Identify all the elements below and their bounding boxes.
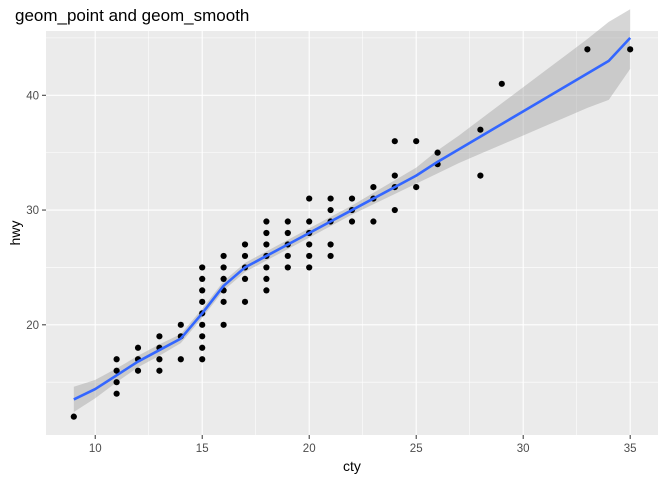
data-point [199, 356, 206, 363]
data-point [263, 218, 270, 225]
data-point [263, 275, 270, 283]
y-tick-label: 40 [26, 90, 39, 102]
data-point [134, 344, 142, 351]
data-point [156, 356, 163, 363]
y-tick-label: 20 [26, 320, 39, 332]
y-tick-label: 30 [26, 205, 39, 217]
data-point [220, 321, 227, 328]
data-point [113, 390, 120, 397]
data-point [199, 275, 206, 283]
data-point [370, 183, 377, 191]
data-point [177, 321, 184, 328]
x-tick-label: 35 [624, 443, 637, 455]
data-point [241, 275, 249, 283]
data-point [263, 241, 270, 248]
points-layer [70, 46, 634, 420]
chart-title: geom_point and geom_smooth [15, 6, 249, 25]
data-point [263, 229, 270, 237]
data-point [220, 275, 227, 283]
data-point [327, 252, 334, 260]
data-point [327, 206, 334, 214]
x-tick-label: 15 [196, 443, 209, 455]
data-point [306, 218, 313, 225]
data-point [327, 241, 334, 248]
data-point [284, 252, 291, 260]
data-point [156, 367, 163, 374]
data-point [584, 46, 591, 53]
data-point [391, 138, 398, 145]
data-point [413, 183, 420, 191]
data-point [391, 172, 398, 179]
minor-grid [46, 31, 658, 435]
data-point [263, 287, 270, 294]
x-axis: 10 15 20 25 30 35 [89, 435, 637, 455]
data-point [284, 218, 291, 225]
data-point [413, 138, 420, 145]
data-point [627, 46, 634, 53]
data-point [284, 229, 291, 237]
data-point [241, 241, 249, 248]
data-point [220, 252, 227, 260]
data-point [306, 264, 313, 271]
x-tick-label: 20 [303, 443, 316, 455]
data-point [327, 195, 334, 202]
data-point [113, 356, 120, 363]
data-point [391, 206, 398, 214]
data-point [199, 298, 206, 305]
data-point [199, 333, 206, 340]
x-tick-label: 25 [410, 443, 423, 455]
data-point [70, 413, 77, 420]
data-point [477, 126, 484, 133]
x-axis-label: cty [343, 458, 361, 474]
major-grid [46, 31, 658, 435]
data-point [199, 321, 206, 328]
data-point [113, 379, 120, 386]
data-point [156, 333, 163, 340]
data-point [498, 80, 505, 87]
data-point [477, 172, 484, 179]
data-point [241, 252, 249, 260]
data-point [348, 195, 356, 202]
data-point [199, 344, 206, 351]
data-point [220, 298, 227, 305]
data-point [199, 287, 206, 294]
x-tick-label: 30 [517, 443, 530, 455]
data-point [434, 149, 441, 156]
data-point [177, 356, 184, 363]
data-point [306, 252, 313, 260]
plot-panel [46, 31, 658, 435]
y-axis: 20 30 40 [26, 90, 46, 332]
data-point [306, 195, 313, 202]
data-point [220, 264, 227, 271]
data-point [113, 367, 120, 374]
data-point [306, 241, 313, 248]
data-point [284, 264, 291, 271]
smooth-line-layer [73, 37, 632, 401]
data-point [241, 298, 249, 305]
y-axis-label: hwy [7, 221, 23, 246]
data-point [348, 218, 356, 225]
smooth-line [73, 37, 632, 401]
data-point [199, 264, 206, 271]
x-tick-label: 10 [89, 443, 102, 455]
data-point [263, 264, 270, 271]
data-point [134, 367, 142, 374]
data-point [370, 218, 377, 225]
